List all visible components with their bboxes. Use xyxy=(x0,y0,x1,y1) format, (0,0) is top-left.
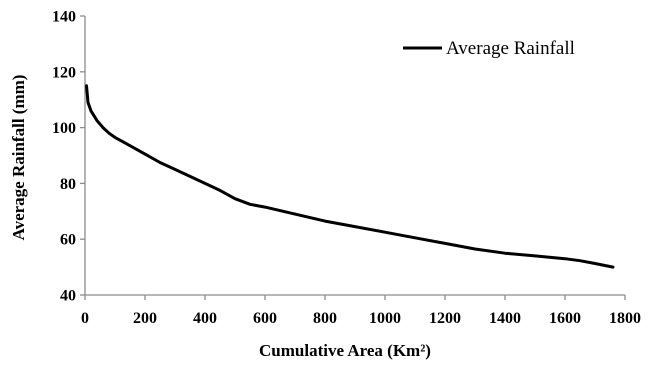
x-tick-label: 1600 xyxy=(549,310,581,327)
series-layer xyxy=(85,84,615,269)
legend: Average Rainfall xyxy=(403,38,575,59)
x-tick-label: 400 xyxy=(193,310,217,327)
x-tick-label: 0 xyxy=(81,310,89,327)
x-tick-label: 1800 xyxy=(609,310,641,327)
y-tick-label: 80 xyxy=(60,176,76,193)
x-axis-title: Cumulative Area (Km²) xyxy=(259,341,431,360)
y-tick-label: 120 xyxy=(52,64,76,81)
y-axis-title: Average Rainfall (mm) xyxy=(9,75,28,241)
y-tick-label: 140 xyxy=(52,9,76,26)
legend-label-average-rainfall: Average Rainfall xyxy=(446,38,575,59)
y-tick-label: 100 xyxy=(52,120,76,137)
y-axis-ticks: 40 60 80 100 120 140 xyxy=(52,9,85,305)
y-tick-label: 60 xyxy=(60,232,76,249)
x-tick-label: 800 xyxy=(313,310,337,327)
y-tick-label: 40 xyxy=(60,288,76,305)
x-tick-label: 1400 xyxy=(489,310,521,327)
x-axis-ticks: 0 200 400 600 800 1000 1200 1400 1600 1800 xyxy=(81,295,641,327)
x-tick-label: 600 xyxy=(253,310,277,327)
series-line-average-rainfall xyxy=(85,84,615,269)
x-tick-label: 1000 xyxy=(369,310,401,327)
x-tick-label: 200 xyxy=(133,310,157,327)
x-tick-label: 1200 xyxy=(429,310,461,327)
